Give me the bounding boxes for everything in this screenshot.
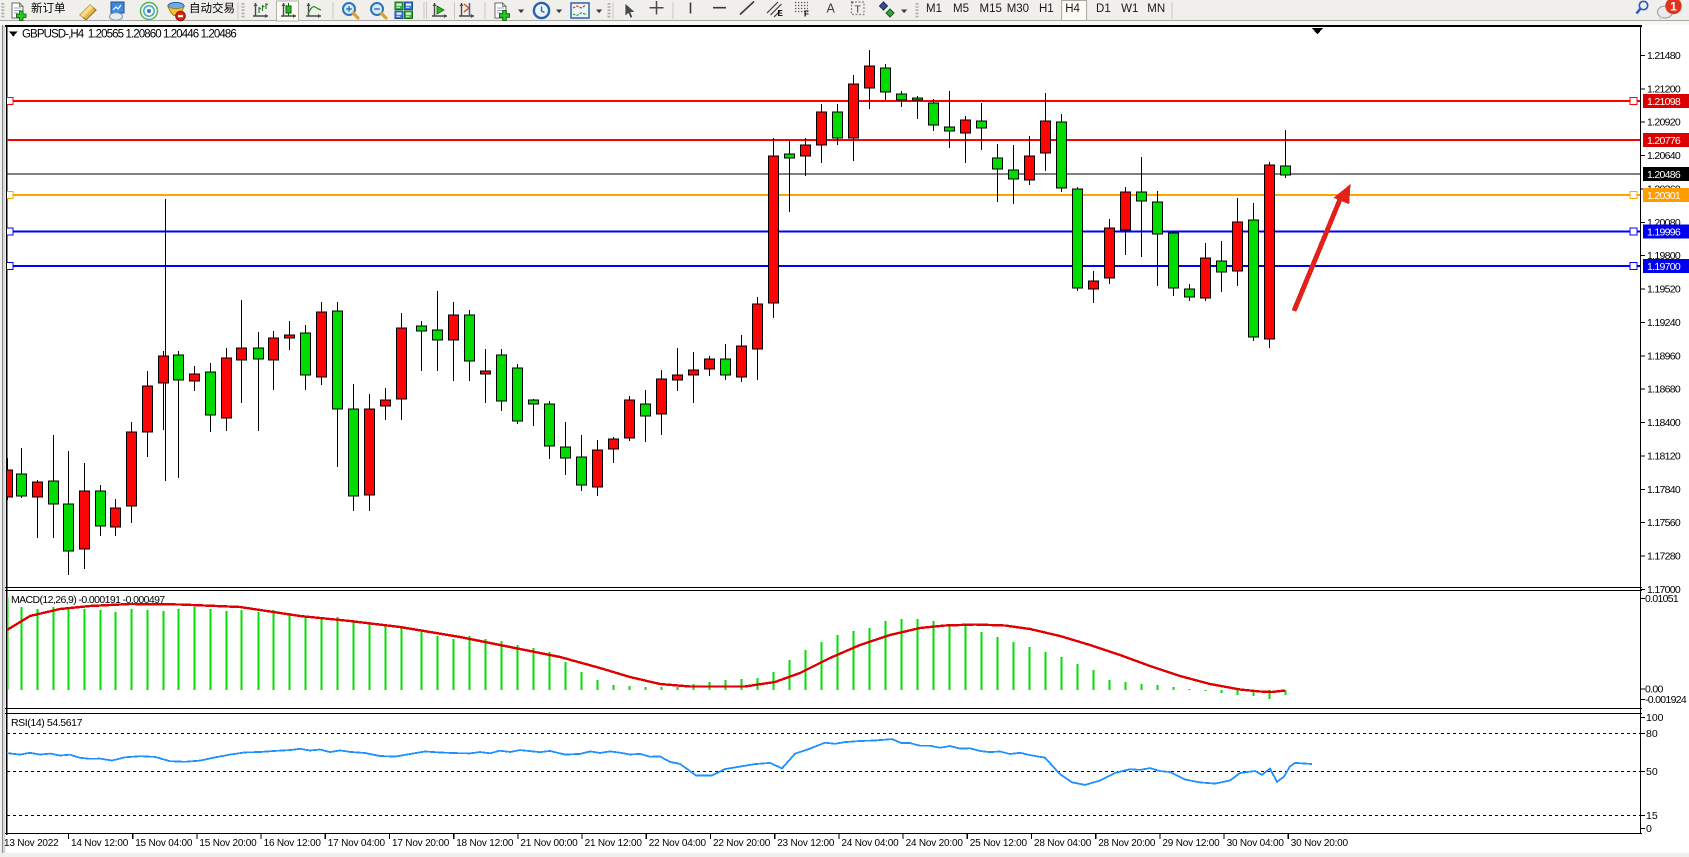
svg-text:W1: W1 — [1121, 3, 1138, 15]
svg-text:1.20920: 1.20920 — [1647, 117, 1681, 129]
svg-text:50: 50 — [1646, 766, 1658, 778]
svg-text:1.21098: 1.21098 — [1647, 96, 1681, 108]
svg-text:1.17000: 1.17000 — [1647, 584, 1681, 596]
svg-text:22 Nov 04:00: 22 Nov 04:00 — [649, 838, 707, 849]
svg-text:H4: H4 — [1065, 3, 1080, 15]
svg-text:21 Nov 00:00: 21 Nov 00:00 — [520, 838, 578, 849]
svg-text:13 Nov 2022: 13 Nov 2022 — [4, 838, 59, 849]
svg-text:1.19996: 1.19996 — [1647, 227, 1681, 239]
svg-text:15: 15 — [1646, 810, 1658, 822]
svg-text:MN: MN — [1147, 3, 1165, 15]
svg-text:F: F — [804, 10, 809, 19]
svg-text:M30: M30 — [1007, 3, 1029, 15]
svg-text:15 Nov 20:00: 15 Nov 20:00 — [199, 838, 257, 849]
svg-text:1.21200: 1.21200 — [1647, 83, 1681, 95]
svg-text:15 Nov 04:00: 15 Nov 04:00 — [135, 838, 193, 849]
svg-text:80: 80 — [1646, 728, 1658, 740]
svg-text:1.20640: 1.20640 — [1647, 150, 1681, 162]
svg-text:1.18680: 1.18680 — [1647, 384, 1681, 396]
svg-text:H1: H1 — [1039, 3, 1054, 15]
svg-text:T: T — [855, 4, 862, 16]
svg-text:17 Nov 04:00: 17 Nov 04:00 — [328, 838, 386, 849]
svg-text:24 Nov 04:00: 24 Nov 04:00 — [841, 838, 899, 849]
svg-text:1.21480: 1.21480 — [1647, 50, 1681, 62]
svg-text:自动交易: 自动交易 — [189, 1, 235, 15]
svg-text:100: 100 — [1646, 712, 1664, 724]
svg-text:1: 1 — [1670, 0, 1677, 14]
svg-text:17 Nov 20:00: 17 Nov 20:00 — [392, 838, 450, 849]
svg-text:16 Nov 12:00: 16 Nov 12:00 — [264, 838, 322, 849]
svg-text:28 Nov 04:00: 28 Nov 04:00 — [1034, 838, 1092, 849]
svg-text:0.01051: 0.01051 — [1645, 593, 1679, 605]
svg-text:1.20776: 1.20776 — [1647, 135, 1681, 147]
svg-text:新订单: 新订单 — [31, 1, 66, 15]
svg-text:23 Nov 12:00: 23 Nov 12:00 — [777, 838, 835, 849]
svg-text:1.19520: 1.19520 — [1647, 284, 1681, 296]
svg-text:22 Nov 20:00: 22 Nov 20:00 — [713, 838, 771, 849]
svg-text:29 Nov 12:00: 29 Nov 12:00 — [1162, 838, 1220, 849]
svg-text:M1: M1 — [926, 3, 942, 15]
svg-text:1.18400: 1.18400 — [1647, 417, 1681, 429]
svg-text:-0.001924: -0.001924 — [1645, 694, 1687, 706]
svg-text:24 Nov 20:00: 24 Nov 20:00 — [906, 838, 964, 849]
svg-text:M5: M5 — [953, 3, 969, 15]
svg-text:M15: M15 — [980, 3, 1002, 15]
svg-text:0.00: 0.00 — [1645, 684, 1663, 696]
svg-text:1.18120: 1.18120 — [1647, 450, 1681, 462]
svg-text:1.17840: 1.17840 — [1647, 484, 1681, 496]
svg-text:1.18960: 1.18960 — [1647, 350, 1681, 362]
svg-text:GBPUSD-,H4 1.20565 1.20860 1.: GBPUSD-,H4 1.20565 1.20860 1.20446 1.204… — [22, 29, 236, 41]
svg-text:1.20486: 1.20486 — [1647, 169, 1681, 181]
svg-text:E: E — [778, 9, 784, 18]
svg-text:D1: D1 — [1096, 3, 1111, 15]
svg-text:18 Nov 12:00: 18 Nov 12:00 — [456, 838, 514, 849]
svg-text:30 Nov 04:00: 30 Nov 04:00 — [1227, 838, 1285, 849]
svg-text:1.20301: 1.20301 — [1647, 190, 1681, 202]
svg-text:1.17560: 1.17560 — [1647, 517, 1681, 529]
svg-text:RSI(14) 54.5617: RSI(14) 54.5617 — [11, 717, 83, 729]
svg-text:21 Nov 12:00: 21 Nov 12:00 — [585, 838, 643, 849]
svg-text:1.17280: 1.17280 — [1647, 551, 1681, 563]
svg-text:14 Nov 12:00: 14 Nov 12:00 — [71, 838, 129, 849]
svg-text:0: 0 — [1646, 823, 1652, 835]
svg-text:A: A — [827, 2, 836, 16]
svg-text:28 Nov 20:00: 28 Nov 20:00 — [1098, 838, 1156, 849]
svg-text:30 Nov 20:00: 30 Nov 20:00 — [1291, 838, 1349, 849]
svg-text:1.19700: 1.19700 — [1647, 261, 1681, 273]
svg-text:MACD(12,26,9) -0.000191 -0.000: MACD(12,26,9) -0.000191 -0.000497 — [11, 594, 165, 606]
svg-text:25 Nov 12:00: 25 Nov 12:00 — [970, 838, 1028, 849]
svg-text:1.19240: 1.19240 — [1647, 317, 1681, 329]
